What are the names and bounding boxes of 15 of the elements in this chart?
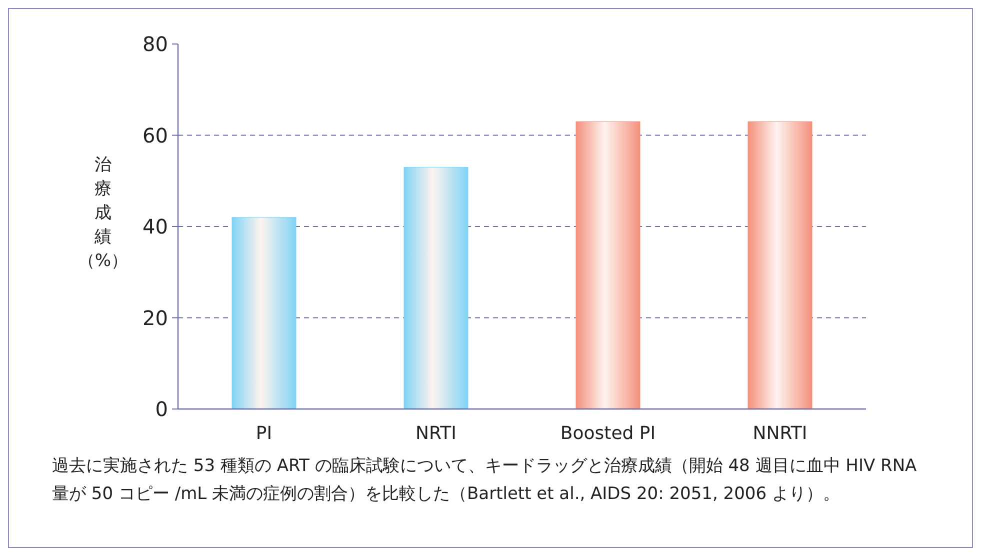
bar [748, 121, 812, 410]
y-tick-label: 40 [142, 214, 168, 238]
text: 過去に実施された 53 種類の ART の臨床試験について、キードラッグと治療成績（開始 48 週目に血中 HIV RNA 量が 50 コピー /mL 未満の症例の割合）を比較した（Bartlett et al., AIDS 20: 2051, 2006 より）。 [52, 455, 918, 506]
y-tick-label: 20 [142, 306, 168, 330]
bar [232, 217, 296, 410]
y-tick-label: 0 [155, 397, 168, 421]
bar [576, 121, 640, 410]
x-tick-label: PI [256, 423, 272, 444]
bar [404, 166, 468, 410]
y-tick-label: 80 [142, 32, 168, 56]
y-tick-label: 60 [142, 123, 168, 148]
x-tick-label: Boosted PI [560, 423, 656, 444]
x-tick-label: NRTI [416, 423, 456, 444]
x-tick-label: NNRTI [752, 423, 808, 444]
y-axis-title: 治療成績（%） [78, 155, 128, 271]
